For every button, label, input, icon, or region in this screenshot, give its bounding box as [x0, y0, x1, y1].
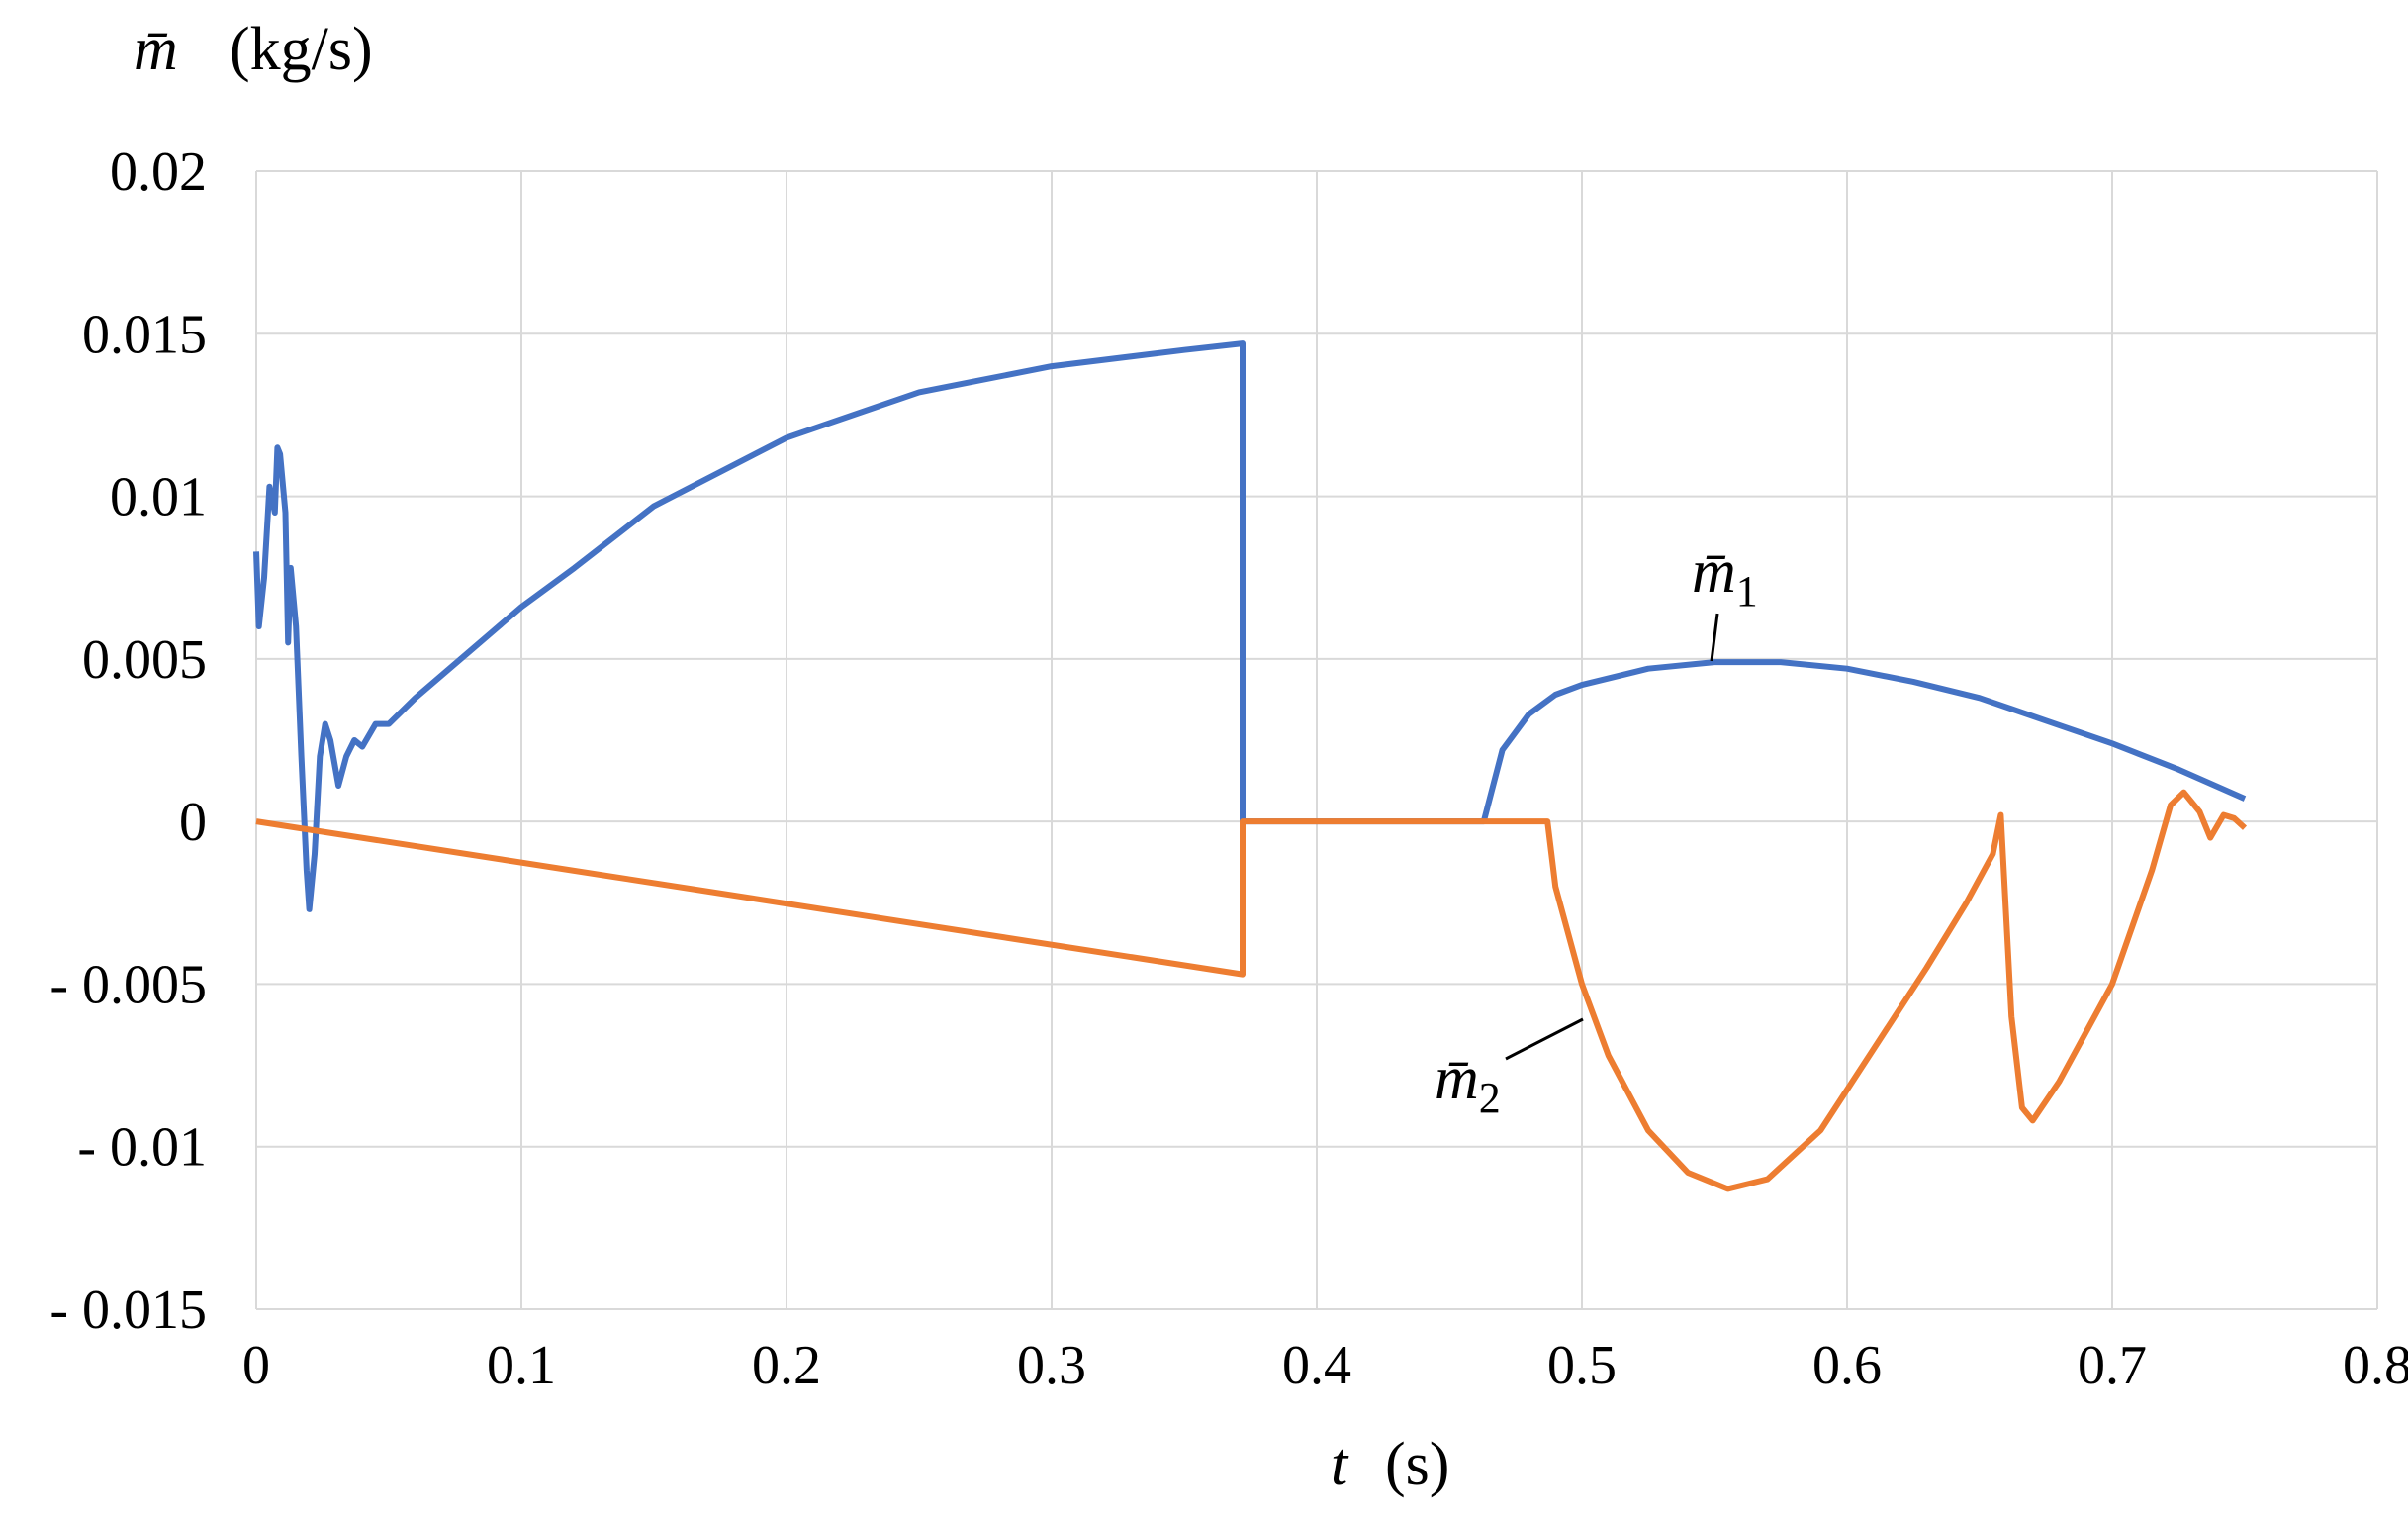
x-tick-label: 0.8	[2343, 1335, 2408, 1396]
y-tick-label: - 0.005	[49, 954, 207, 1015]
series-annotation: m̄1	[1692, 538, 1758, 616]
x-tick-label: 0.7	[2078, 1335, 2147, 1396]
x-tick-label: 0.2	[752, 1335, 821, 1396]
leader-line	[1710, 613, 1719, 662]
annotation-subscript: 1	[1736, 567, 1758, 616]
x-tick-label: 0.3	[1017, 1335, 1086, 1396]
annotation-symbol: m̄	[1435, 1045, 1479, 1112]
series-line	[255, 789, 2248, 1192]
x-tick-label: 0.4	[1282, 1335, 1351, 1396]
annotation-symbol: m̄	[1692, 538, 1736, 606]
series-annotation: m̄2	[1435, 1045, 1501, 1122]
y-tick-label: - 0.015	[49, 1280, 207, 1341]
y-axis-symbol: m̄	[134, 16, 178, 83]
y-tick-label: 0.015	[82, 304, 207, 365]
y-tick-label: - 0.01	[77, 1117, 207, 1179]
y-tick-label: 0.01	[110, 467, 207, 528]
x-axis-symbol: t	[1331, 1431, 1349, 1498]
y-axis-unit: (kg/s)	[230, 16, 373, 83]
x-axis-unit: (s)	[1385, 1431, 1449, 1498]
y-tick-label: 0.02	[110, 142, 207, 203]
x-tick-label: 0.1	[487, 1335, 556, 1396]
y-tick-label: 0	[179, 792, 207, 853]
annotation-subscript: 2	[1479, 1074, 1501, 1122]
x-tick-label: 0	[242, 1335, 270, 1396]
series-line	[253, 340, 2247, 912]
leader-line	[1505, 1017, 1584, 1061]
x-tick-label: 0.6	[1812, 1335, 1882, 1396]
y-tick-label: 0.005	[82, 629, 207, 691]
x-tick-label: 0.5	[1547, 1335, 1617, 1396]
